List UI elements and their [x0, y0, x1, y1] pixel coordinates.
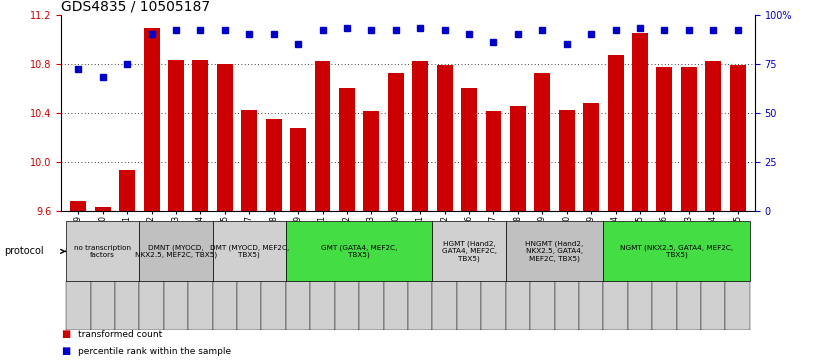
- Bar: [213, 281, 237, 330]
- Bar: [388, 73, 404, 211]
- Bar: [628, 281, 652, 330]
- Bar: [115, 281, 140, 330]
- Text: HNGMT (Hand2,
NKX2.5, GATA4,
MEF2C, TBX5): HNGMT (Hand2, NKX2.5, GATA4, MEF2C, TBX5…: [526, 241, 583, 262]
- Text: transformed count: transformed count: [78, 330, 162, 339]
- Bar: [530, 281, 555, 330]
- Bar: [583, 103, 599, 211]
- Bar: [437, 65, 453, 211]
- Bar: [457, 281, 481, 330]
- Text: DMNT (MYOCD,
NKX2.5, MEF2C, TBX5): DMNT (MYOCD, NKX2.5, MEF2C, TBX5): [135, 244, 217, 258]
- Bar: [188, 281, 213, 330]
- Bar: [95, 207, 111, 211]
- Bar: [119, 170, 135, 211]
- Text: protocol: protocol: [4, 246, 44, 256]
- Bar: [534, 73, 550, 211]
- Bar: [408, 281, 432, 330]
- Bar: [66, 281, 91, 330]
- Bar: [144, 28, 159, 211]
- Text: ■: ■: [61, 346, 70, 356]
- Bar: [286, 281, 310, 330]
- Bar: [384, 281, 408, 330]
- Text: NGMT (NKX2.5, GATA4, MEF2C,
TBX5): NGMT (NKX2.5, GATA4, MEF2C, TBX5): [620, 244, 734, 258]
- Bar: [359, 281, 384, 330]
- Bar: [603, 221, 750, 281]
- Bar: [603, 281, 628, 330]
- Bar: [310, 281, 335, 330]
- Bar: [506, 281, 530, 330]
- Bar: [506, 221, 603, 281]
- Bar: [237, 281, 261, 330]
- Bar: [164, 281, 188, 330]
- Bar: [652, 281, 676, 330]
- Bar: [140, 221, 213, 281]
- Text: GDS4835 / 10505187: GDS4835 / 10505187: [61, 0, 211, 13]
- Bar: [555, 281, 579, 330]
- Bar: [461, 88, 477, 211]
- Bar: [657, 67, 672, 211]
- Bar: [193, 60, 208, 211]
- Bar: [66, 221, 140, 281]
- Bar: [70, 201, 86, 211]
- Bar: [486, 111, 501, 211]
- Bar: [339, 88, 355, 211]
- Bar: [730, 65, 746, 211]
- Bar: [315, 61, 330, 211]
- Bar: [261, 281, 286, 330]
- Bar: [559, 110, 574, 211]
- Text: HGMT (Hand2,
GATA4, MEF2C,
TBX5): HGMT (Hand2, GATA4, MEF2C, TBX5): [441, 241, 497, 262]
- Bar: [701, 281, 725, 330]
- Bar: [412, 61, 428, 211]
- Bar: [705, 61, 721, 211]
- Text: GMT (GATA4, MEF2C,
TBX5): GMT (GATA4, MEF2C, TBX5): [321, 244, 397, 258]
- Text: percentile rank within the sample: percentile rank within the sample: [78, 347, 231, 356]
- Bar: [632, 33, 648, 211]
- Bar: [335, 281, 359, 330]
- Text: no transcription
factors: no transcription factors: [74, 245, 131, 258]
- Bar: [432, 221, 506, 281]
- Text: ■: ■: [61, 329, 70, 339]
- Bar: [290, 129, 306, 211]
- Bar: [91, 281, 115, 330]
- Bar: [286, 221, 432, 281]
- Bar: [432, 281, 457, 330]
- Bar: [140, 281, 164, 330]
- Bar: [725, 281, 750, 330]
- Bar: [579, 281, 603, 330]
- Bar: [266, 119, 282, 211]
- Bar: [213, 221, 286, 281]
- Bar: [608, 55, 623, 211]
- Bar: [481, 281, 506, 330]
- Bar: [242, 110, 257, 211]
- Bar: [217, 64, 233, 211]
- Bar: [681, 67, 697, 211]
- Bar: [363, 111, 379, 211]
- Bar: [510, 106, 526, 211]
- Text: DMT (MYOCD, MEF2C,
TBX5): DMT (MYOCD, MEF2C, TBX5): [210, 244, 289, 258]
- Bar: [676, 281, 701, 330]
- Bar: [168, 60, 184, 211]
